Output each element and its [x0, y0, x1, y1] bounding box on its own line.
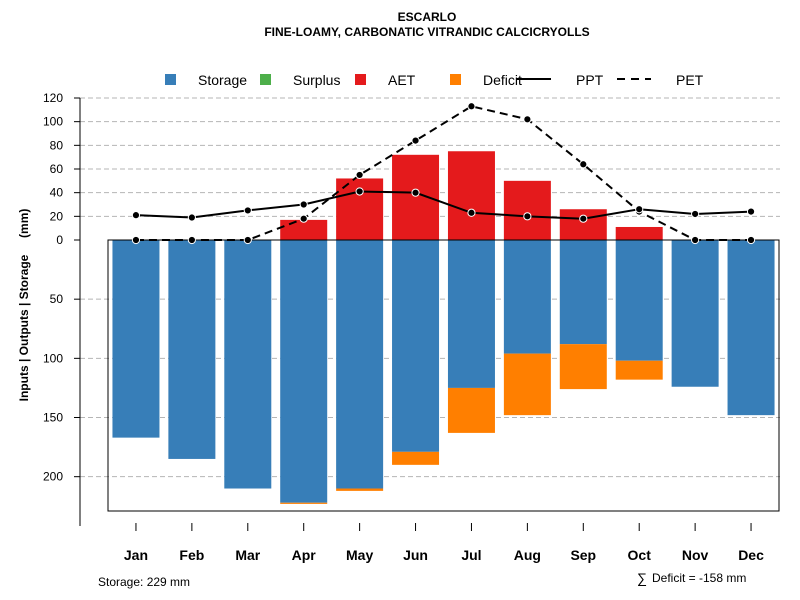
- pet-point: [691, 235, 700, 245]
- chart-title: ESCARLO: [398, 10, 457, 24]
- storage-bar: [615, 240, 663, 361]
- x-tick-label: Sep: [570, 547, 596, 563]
- legend-aet-swatch: [355, 74, 366, 85]
- ppt-point: [411, 188, 420, 197]
- aet-bar: [503, 180, 551, 240]
- storage-bar: [280, 240, 328, 503]
- x-tick-label: Dec: [738, 547, 764, 563]
- ppt-point: [243, 206, 252, 215]
- y-tick-label: 40: [50, 186, 64, 200]
- pet-point: [243, 235, 252, 245]
- x-tick-label: Apr: [292, 547, 317, 563]
- ppt-point: [523, 212, 532, 221]
- y-tick-label: 0: [56, 233, 63, 247]
- y-tick-label: 80: [50, 138, 64, 152]
- ppt-point: [467, 208, 476, 217]
- ppt-point: [691, 209, 700, 219]
- storage-bar: [336, 240, 384, 489]
- deficit-bar: [559, 344, 607, 390]
- storage-bar: [671, 240, 719, 387]
- y-tick-label: 50: [50, 292, 64, 306]
- axes: 0 20 40 60 80 100 120 50 100 150 200 Jan Feb Mar Apr Ma…: [43, 91, 780, 563]
- y-tick-label: 60: [50, 162, 64, 176]
- legend-pet-label: PET: [676, 72, 704, 88]
- x-tick-label: Jun: [403, 547, 428, 563]
- sum-icon: ∑: [637, 570, 647, 586]
- x-tick-label: Jan: [124, 547, 148, 563]
- x-tick-label: Mar: [235, 547, 260, 563]
- pet-point: [299, 214, 308, 223]
- legend-deficit-label: Deficit: [483, 72, 522, 88]
- bars: [112, 151, 775, 504]
- storage-bar: [392, 240, 440, 452]
- storage-bar: [559, 240, 607, 345]
- ppt-point: [635, 205, 644, 214]
- pet-point: [746, 235, 756, 245]
- aet-bar: [559, 209, 607, 240]
- chart-subtitle: FINE-LOAMY, CARBONATIC VITRANDIC CALCICR…: [264, 25, 589, 39]
- storage-bar: [112, 240, 160, 438]
- y-tick-label: 100: [43, 351, 63, 365]
- storage-bar: [224, 240, 272, 489]
- y-tick-label: 200: [43, 470, 63, 484]
- storage-bar: [727, 240, 775, 416]
- deficit-bar: [280, 502, 328, 504]
- legend-storage-swatch: [165, 74, 176, 85]
- legend-ppt-label: PPT: [576, 72, 604, 88]
- x-tick-label: Jul: [461, 547, 481, 563]
- pet-point: [355, 170, 364, 180]
- ppt-point: [579, 214, 588, 223]
- storage-bar: [503, 240, 551, 354]
- y-tick-label: 150: [43, 411, 63, 425]
- x-tick-label: May: [346, 547, 373, 563]
- x-tick-label: Oct: [628, 547, 652, 563]
- deficit-bar: [336, 488, 384, 491]
- pet-line: [135, 105, 752, 241]
- deficit-bar: [615, 360, 663, 380]
- deficit-bar: [392, 451, 440, 465]
- pet-point: [131, 235, 141, 245]
- storage-bar: [168, 240, 216, 459]
- legend-surplus-swatch: [260, 74, 271, 85]
- deficit-total: Deficit = -158 mm: [652, 571, 746, 585]
- legend-surplus-label: Surplus: [293, 72, 340, 88]
- deficit-bar: [503, 353, 551, 416]
- ppt-point: [355, 187, 364, 196]
- pet-point: [187, 235, 196, 245]
- ppt-point: [187, 213, 196, 222]
- x-tick-label: Feb: [179, 547, 204, 563]
- pet-point: [411, 136, 420, 145]
- legend-storage-label: Storage: [198, 72, 247, 88]
- deficit-bar: [447, 387, 495, 433]
- storage-total: Storage: 229 mm: [98, 575, 190, 589]
- ppt-line: [135, 190, 752, 220]
- ppt-point: [746, 207, 756, 216]
- lines: [131, 102, 756, 245]
- legend-aet-label: AET: [388, 72, 416, 88]
- aet-bar: [392, 154, 440, 240]
- pet-point: [523, 115, 532, 124]
- x-tick-label: Aug: [514, 547, 541, 563]
- legend: Storage Surplus AET Deficit PPT PET: [165, 72, 704, 88]
- pet-point: [579, 160, 588, 169]
- legend-deficit-swatch: [450, 74, 461, 85]
- y-tick-label: 20: [50, 209, 64, 223]
- aet-bar: [615, 226, 663, 240]
- y-axis-title: Inputs | Outputs | Storage (mm): [17, 209, 31, 402]
- pet-point: [467, 102, 476, 111]
- x-tick-label: Nov: [682, 547, 709, 563]
- ppt-point: [131, 211, 141, 220]
- y-tick-label: 100: [43, 115, 63, 129]
- y-tick-label: 120: [43, 91, 63, 105]
- aet-bar: [280, 219, 328, 240]
- ppt-point: [299, 200, 308, 209]
- storage-bar: [447, 240, 495, 388]
- aet-bar: [447, 151, 495, 240]
